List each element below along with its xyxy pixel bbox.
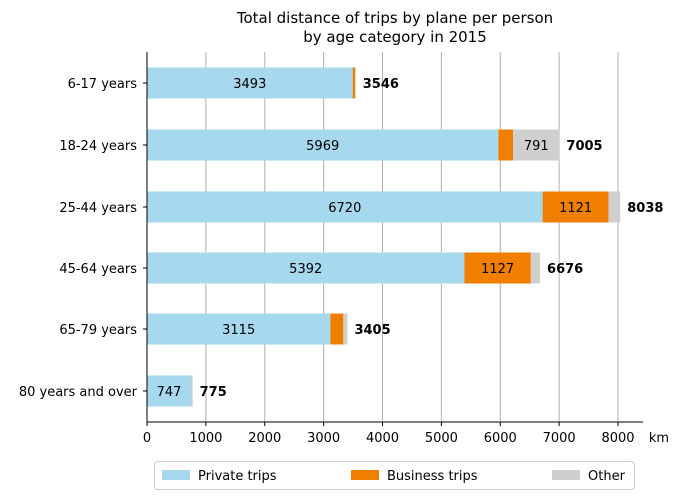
- legend-entry-label: Business trips: [387, 469, 478, 484]
- total-value-label: 7005: [566, 139, 602, 154]
- total-value-label: 775: [200, 385, 227, 400]
- x-tick-label: 5000: [425, 431, 458, 446]
- x-tick-label: 7000: [543, 431, 576, 446]
- bar-segment-business-trips: [464, 252, 531, 284]
- bar-segment-business-trips: [330, 313, 344, 345]
- gridlines: [205, 52, 619, 422]
- category-label: 18-24 years: [59, 139, 137, 154]
- chart-title-line: Total distance of trips by plane per per…: [236, 9, 553, 27]
- bar-segment-business-trips: [542, 191, 609, 223]
- bar-segment-private-trips: [147, 67, 353, 99]
- total-value-label: 8038: [627, 201, 663, 216]
- chart-title: Total distance of trips by plane per per…: [236, 9, 553, 46]
- total-value-label: 3405: [354, 323, 390, 338]
- category-label: 65-79 years: [59, 323, 137, 338]
- x-tick-label: 6000: [484, 431, 517, 446]
- bars: [147, 67, 621, 407]
- bar-segment-private-trips: [147, 191, 543, 223]
- bar-segment-private-trips: [147, 252, 465, 284]
- bar-segment-other: [608, 191, 621, 223]
- legend-swatch: [351, 470, 379, 480]
- segment-value-label: 3493: [233, 77, 266, 92]
- category-label: 80 years and over: [19, 385, 138, 400]
- legend-entry-label: Other: [588, 469, 626, 484]
- chart-title-line: by age category in 2015: [303, 28, 487, 46]
- bar-segment-other: [355, 67, 356, 99]
- data-labels: 3493 3546 6-17 years 5969 791 7005 18-24 years…: [19, 77, 664, 400]
- total-value-label: 6676: [547, 262, 583, 277]
- segment-value-label: 5392: [289, 262, 322, 277]
- legend: Private trips Business trips Other: [154, 461, 635, 490]
- segment-value-label: 791: [524, 139, 549, 154]
- bar-segment-other: [530, 252, 541, 284]
- legend-entry-label: Private trips: [198, 469, 277, 484]
- segment-value-label: 1121: [559, 201, 592, 216]
- x-tick-label: 1000: [189, 431, 222, 446]
- segment-value-label: 1127: [481, 262, 514, 277]
- category-label: 45-64 years: [59, 262, 137, 277]
- legend-swatch: [552, 470, 580, 480]
- axes: 0 1000 2000 3000 4000 5000 6000 7000 8000 km: [143, 52, 669, 446]
- category-label: 6-17 years: [68, 77, 138, 92]
- legend-swatch: [162, 470, 190, 480]
- legend-box: [154, 461, 635, 490]
- segment-value-label: 5969: [306, 139, 339, 154]
- bar-segment-private-trips: [147, 375, 191, 407]
- x-tick-label: 4000: [366, 431, 399, 446]
- bar-segment-business-trips: [498, 129, 514, 161]
- x-tick-label: 3000: [307, 431, 340, 446]
- x-tick-label: 8000: [601, 431, 634, 446]
- total-value-label: 3546: [363, 77, 399, 92]
- segment-value-label: 3115: [222, 323, 255, 338]
- bar-segment-business-trips: [352, 67, 356, 99]
- segment-value-label: 747: [157, 385, 182, 400]
- x-tick-label: 0: [143, 431, 151, 446]
- bar-segment-other: [190, 375, 193, 407]
- x-axis-unit-label: km: [649, 431, 669, 446]
- bar-segment-private-trips: [147, 313, 331, 345]
- bar-segment-private-trips: [147, 129, 499, 161]
- x-tick-label: 2000: [248, 431, 281, 446]
- bar-segment-other: [343, 313, 348, 345]
- segment-value-label: 6720: [328, 201, 361, 216]
- bar-segment-other: [513, 129, 560, 161]
- category-label: 25-44 years: [59, 201, 137, 216]
